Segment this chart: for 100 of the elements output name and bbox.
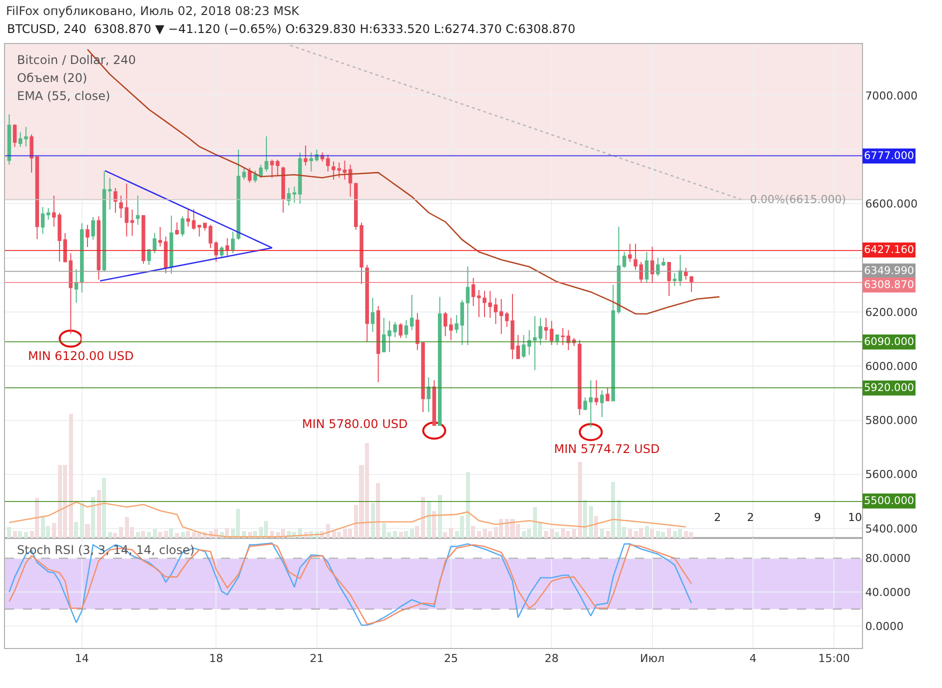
candlestick (114, 188, 118, 214)
candlestick (91, 216, 95, 240)
candlestick (276, 159, 280, 177)
bar (606, 531, 610, 538)
candlestick (382, 317, 386, 353)
candlestick (644, 251, 649, 284)
candlestick (667, 262, 671, 297)
y-tick-label: 40.0000 (865, 586, 911, 599)
candlestick (180, 216, 184, 237)
x-tick-label: 4 (749, 652, 756, 666)
bar (471, 526, 475, 538)
annotation: EMA (55, close) (17, 89, 110, 103)
candlestick (80, 222, 84, 293)
bar (91, 497, 95, 538)
y-tick-label: 5400.000 (865, 522, 918, 536)
ref-line-label: 6427.160 (864, 244, 914, 256)
candlestick (690, 275, 694, 292)
candlestick (376, 306, 380, 383)
ref-line-label: 5920.000 (864, 382, 914, 394)
bar (415, 526, 419, 538)
bar (645, 526, 649, 538)
candlestick (304, 145, 308, 166)
candlestick (678, 254, 682, 286)
candlestick (35, 156, 40, 240)
x-tick-label: 28 (544, 652, 559, 666)
candlestick (544, 317, 548, 341)
candlestick (672, 272, 677, 286)
candlestick (550, 320, 554, 346)
candlestick (494, 297, 498, 324)
bar (158, 532, 162, 538)
candlestick (158, 226, 162, 247)
candlestick (522, 334, 526, 358)
annotation: Объем (20) (17, 71, 88, 85)
candlestick (186, 209, 190, 227)
bar (438, 495, 442, 538)
candlestick (499, 298, 504, 334)
candlestick (309, 152, 314, 172)
candlestick (488, 290, 492, 318)
candlestick (538, 317, 542, 346)
ref-line-label: 6308.870 (864, 279, 914, 291)
candlestick (438, 296, 442, 426)
bar (153, 529, 157, 538)
candlestick (164, 236, 168, 274)
x-tick-label: 25 (444, 652, 458, 666)
candlestick (460, 300, 464, 346)
bar (421, 497, 425, 538)
bar (371, 503, 375, 538)
candlestick (136, 195, 140, 226)
candlestick (532, 316, 537, 371)
candlestick (365, 264, 369, 343)
bar (80, 503, 84, 538)
candlestick (264, 136, 268, 172)
candlestick (527, 330, 532, 356)
candlestick (281, 166, 286, 214)
candlestick (332, 160, 336, 180)
candlestick (231, 231, 235, 254)
bar (119, 527, 123, 538)
candlestick (466, 266, 470, 346)
bar (74, 522, 78, 538)
y-tick-label: 7000.000 (865, 89, 918, 102)
bar (594, 516, 598, 538)
bar (600, 529, 604, 538)
bar (136, 532, 140, 538)
bar (108, 532, 112, 538)
bar (102, 478, 106, 538)
candlestick (108, 177, 112, 210)
candlestick (102, 170, 106, 272)
bar (427, 501, 431, 538)
bar (578, 462, 582, 538)
bar (443, 532, 447, 538)
chart-subtitle: BTCUSD, 240 6308.870 ▼ −41.120 (−0.65%) O:6329.830 H:6333.520 L:6274.370 C:6308.870 (7, 22, 576, 36)
x-tick-label: 15:00 (818, 652, 850, 666)
candlestick (611, 284, 616, 402)
y-tick-label: 6000.000 (865, 360, 918, 373)
candlestick (225, 238, 230, 257)
candlestick (410, 294, 414, 331)
candlestick (337, 162, 341, 178)
candlestick (560, 327, 565, 346)
y-tick-label: 5600.000 (865, 468, 918, 482)
candlestick (68, 252, 73, 334)
ref-line-label: 5500.000 (864, 495, 914, 507)
bar (432, 511, 436, 538)
candlestick (583, 396, 588, 411)
x-tick-label: Июл (640, 652, 665, 666)
candlestick (119, 195, 123, 219)
ref-line-label: 6349.990 (864, 265, 914, 277)
candlestick (650, 246, 654, 284)
bar (550, 529, 554, 538)
candlestick (432, 380, 436, 426)
bar (85, 524, 90, 538)
candlestick (622, 251, 626, 268)
annotation: 2 (714, 511, 721, 524)
bar (141, 531, 145, 538)
bar (147, 532, 151, 538)
y-tick-label: 6200.000 (865, 306, 918, 319)
candlestick (286, 187, 291, 206)
candlestick (326, 154, 330, 172)
candlestick (616, 226, 621, 314)
candlestick (130, 209, 134, 236)
candlestick (398, 322, 403, 338)
